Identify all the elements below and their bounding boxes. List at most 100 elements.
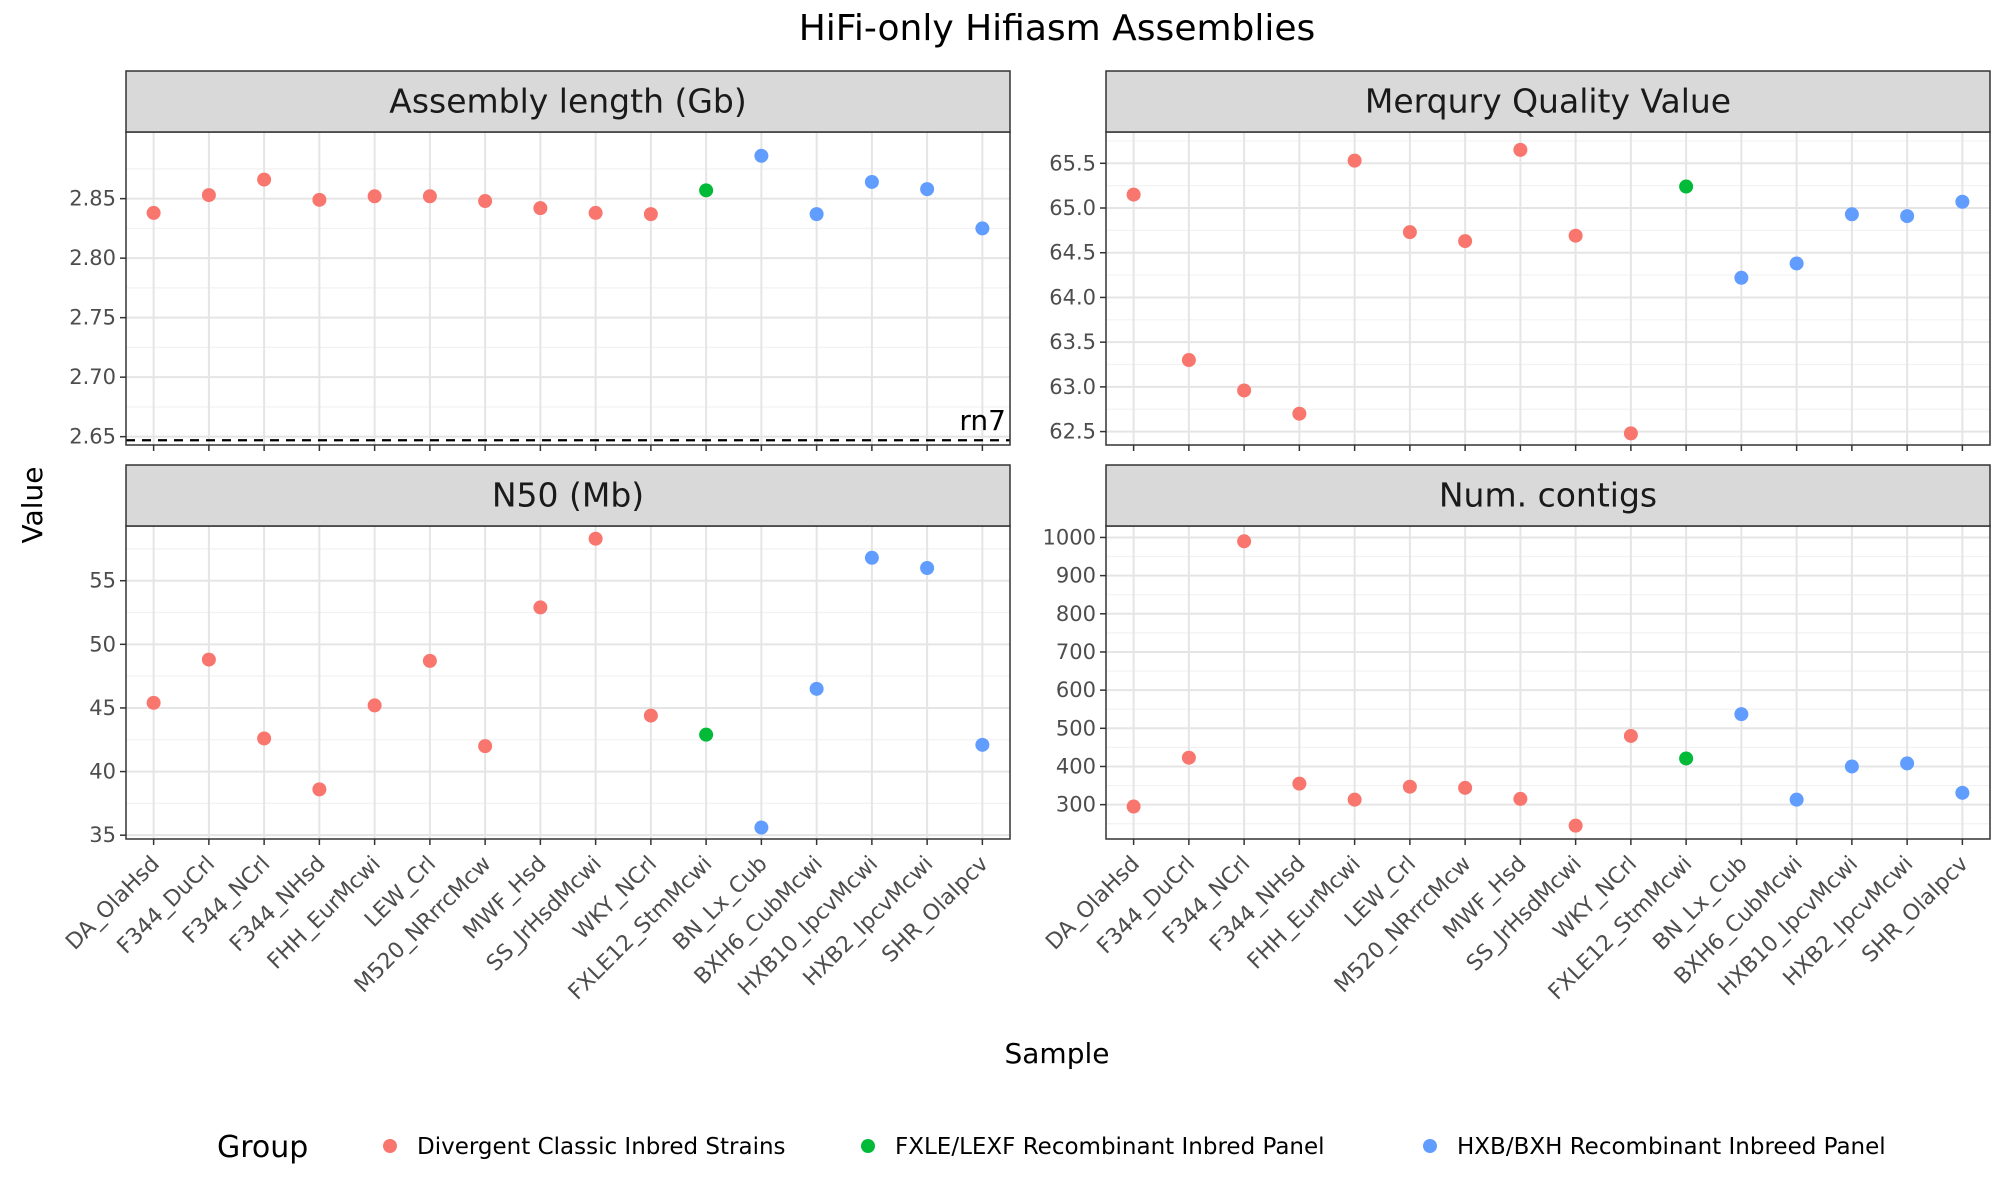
- y-tick-label: 40: [89, 760, 116, 784]
- y-tick-label: 45: [89, 696, 116, 720]
- data-point: [1181, 750, 1196, 765]
- legend: Group Divergent Classic Inbred Strains FX…: [217, 1130, 1886, 1165]
- y-tick-label: 800: [1056, 602, 1096, 626]
- panel-background: [1106, 132, 1990, 445]
- data-point: [920, 560, 935, 575]
- data-point: [1402, 779, 1417, 794]
- facet-strip: [1105, 464, 1991, 527]
- y-tick-label: 2.70: [69, 365, 116, 389]
- y-tick-label: 63.0: [1049, 375, 1096, 399]
- data-point: [1568, 228, 1583, 243]
- reference-label: rn7: [959, 404, 1006, 437]
- data-point: [1347, 153, 1362, 168]
- data-point: [257, 731, 272, 746]
- data-point: [809, 681, 824, 696]
- data-point: [643, 207, 658, 222]
- data-point: [1623, 728, 1638, 743]
- data-point: [1734, 707, 1749, 722]
- legend-key: [1423, 1139, 1437, 1153]
- legend-title: Group: [217, 1130, 308, 1165]
- data-point: [1900, 756, 1915, 771]
- data-point: [975, 221, 990, 236]
- data-point: [588, 205, 603, 220]
- data-point: [201, 652, 216, 667]
- legend-items: Divergent Classic Inbred Strains FXLE/LEX…: [383, 1134, 1886, 1160]
- chart-title: HiFi-only Hifiasm Assemblies: [799, 8, 1316, 49]
- y-tick-label: 55: [89, 569, 116, 593]
- data-point: [809, 207, 824, 222]
- data-point: [1789, 256, 1804, 271]
- data-point: [1955, 785, 1970, 800]
- data-point: [1568, 818, 1583, 833]
- facet-strip: [1105, 70, 1991, 133]
- facet-panel: Num. contigs3004005006007008009001000DA_…: [1041, 464, 1991, 1005]
- data-point: [1181, 353, 1196, 368]
- y-tick-label: 500: [1056, 716, 1096, 740]
- data-point: [1513, 142, 1528, 157]
- y-tick-label: 62.5: [1049, 420, 1096, 444]
- y-tick-label: 400: [1056, 754, 1096, 778]
- data-point: [312, 782, 327, 797]
- data-point: [1126, 799, 1141, 814]
- data-point: [1292, 406, 1307, 421]
- data-point: [422, 653, 437, 668]
- data-point: [1679, 751, 1694, 766]
- data-point: [1955, 194, 1970, 209]
- data-point: [975, 737, 990, 752]
- data-point: [533, 201, 548, 216]
- y-tick-label: 50: [89, 632, 116, 656]
- y-tick-label: 64.5: [1049, 241, 1096, 265]
- data-point: [864, 174, 879, 189]
- data-point: [1347, 792, 1362, 807]
- data-point: [588, 531, 603, 546]
- data-point: [1237, 534, 1252, 549]
- y-tick-label: 64.0: [1049, 285, 1096, 309]
- data-point: [920, 182, 935, 197]
- y-tick-label: 2.65: [69, 425, 116, 449]
- data-point: [367, 698, 382, 713]
- facet-title: Assembly length (Gb): [389, 82, 747, 121]
- facet-panel: Merqury Quality Value 62.5 63.0 63.5 64.0 64.…: [1049, 70, 1991, 451]
- y-tick-label: 2.80: [69, 246, 116, 270]
- legend-label: FXLE/LEXF Recombinant Inbred Panel: [895, 1134, 1325, 1160]
- data-point: [1458, 234, 1473, 249]
- y-tick-label: 600: [1056, 678, 1096, 702]
- data-point: [1237, 383, 1252, 398]
- data-point: [1844, 759, 1859, 774]
- x-axis-label: Sample: [1005, 1037, 1110, 1070]
- data-point: [1844, 207, 1859, 222]
- data-point: [864, 550, 879, 565]
- data-point: [312, 192, 327, 207]
- data-point: [146, 205, 161, 220]
- facet-strip: [125, 70, 1011, 133]
- data-point: [1623, 426, 1638, 441]
- data-point: [257, 172, 272, 187]
- data-point: [1734, 270, 1749, 285]
- data-point: [1679, 179, 1694, 194]
- y-tick-label: 35: [89, 823, 116, 847]
- data-point: [754, 820, 769, 835]
- legend-item: FXLE/LEXF Recombinant Inbred Panel: [861, 1134, 1325, 1160]
- panel-background: [126, 526, 1010, 839]
- facet-panel: rn7 Assembly length (Gb) 2.65 2.70 2.75 2.80 2…: [69, 70, 1011, 451]
- facet-title: N50 (Mb): [492, 476, 644, 515]
- y-tick-label: 1000: [1043, 525, 1096, 549]
- y-tick-label: 65.0: [1049, 196, 1096, 220]
- data-point: [367, 189, 382, 204]
- data-point: [754, 148, 769, 163]
- facet-title: Num. contigs: [1439, 476, 1657, 515]
- data-point: [643, 708, 658, 723]
- y-tick-label: 700: [1056, 640, 1096, 664]
- data-point: [422, 189, 437, 204]
- y-tick-label: 65.5: [1049, 151, 1096, 175]
- data-point: [1789, 792, 1804, 807]
- legend-key: [861, 1139, 875, 1153]
- legend-label: HXB/BXH Recombinant Inbreed Panel: [1457, 1134, 1886, 1160]
- legend-item: Divergent Classic Inbred Strains: [383, 1134, 786, 1160]
- data-point: [1458, 780, 1473, 795]
- data-point: [146, 695, 161, 710]
- data-point: [1292, 776, 1307, 791]
- data-point: [478, 739, 493, 754]
- facet-strip: [125, 464, 1011, 527]
